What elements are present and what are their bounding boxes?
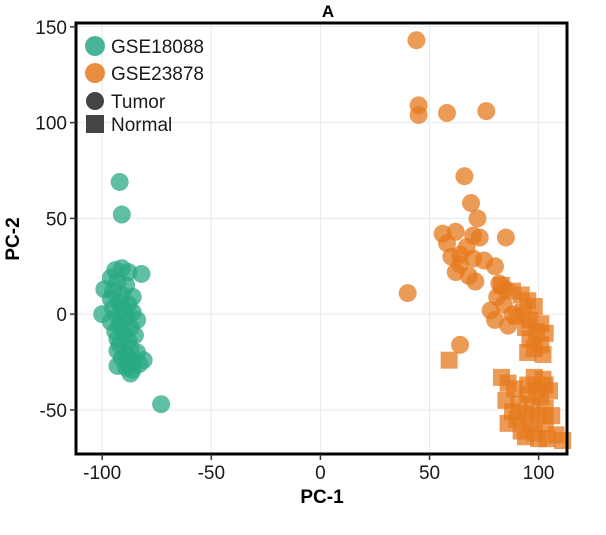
data-point-circle <box>461 194 480 213</box>
data-point-circle <box>409 105 428 124</box>
data-point-square <box>499 414 517 432</box>
y-tick-label: -50 <box>40 401 67 422</box>
y-tick-label: 0 <box>56 305 67 326</box>
y-tick-label: 150 <box>35 18 67 39</box>
data-point-circle <box>496 228 515 247</box>
legend-color-swatch <box>85 36 105 56</box>
data-point-circle <box>468 209 487 228</box>
legend-color-swatch <box>85 63 105 83</box>
y-axis-title: PC-2 <box>3 217 24 260</box>
x-tick-label: -100 <box>83 463 121 484</box>
plot-frame <box>74 21 569 456</box>
data-point-circle <box>398 284 417 303</box>
y-tick-label: 100 <box>35 114 67 135</box>
data-point-square <box>538 430 556 448</box>
data-point-square <box>554 432 572 450</box>
legend-series-label: GSE18088 <box>111 37 204 58</box>
data-point-circle <box>485 257 504 276</box>
panel-title: A <box>322 2 334 21</box>
data-point-circle <box>437 104 456 123</box>
legend-shape-circle <box>86 92 104 110</box>
data-points <box>93 31 572 450</box>
legend-series-label: GSE23878 <box>111 64 204 85</box>
data-point-circle <box>112 205 131 224</box>
data-point-circle <box>132 264 151 283</box>
data-point-square <box>517 428 535 446</box>
x-tick-label: -50 <box>198 463 225 484</box>
data-point-square <box>440 351 458 369</box>
legend-shape-square <box>86 115 104 133</box>
axis-ticks: -100 -50 0 50 100 -50 0 50 100 150 <box>35 18 554 484</box>
grid-lines <box>76 23 567 454</box>
data-point-circle <box>455 167 474 186</box>
data-point-square <box>519 343 537 361</box>
data-point-circle <box>477 102 496 121</box>
x-tick-label: 0 <box>315 463 326 484</box>
x-tick-label: 100 <box>523 463 555 484</box>
data-point-square <box>534 345 552 363</box>
data-point-circle <box>451 335 470 354</box>
data-point-circle <box>110 172 129 191</box>
x-tick-label: 50 <box>419 463 440 484</box>
data-point-circle <box>470 228 489 247</box>
data-point-circle <box>407 31 426 50</box>
x-axis-title: PC-1 <box>300 487 344 508</box>
y-tick-label: 50 <box>46 209 67 230</box>
legend-shape-label: Normal <box>111 115 172 136</box>
legend-shape-label: Tumor <box>111 92 166 113</box>
data-point-circle <box>152 395 171 414</box>
data-point-circle <box>121 364 140 383</box>
data-point-circle <box>466 272 485 291</box>
